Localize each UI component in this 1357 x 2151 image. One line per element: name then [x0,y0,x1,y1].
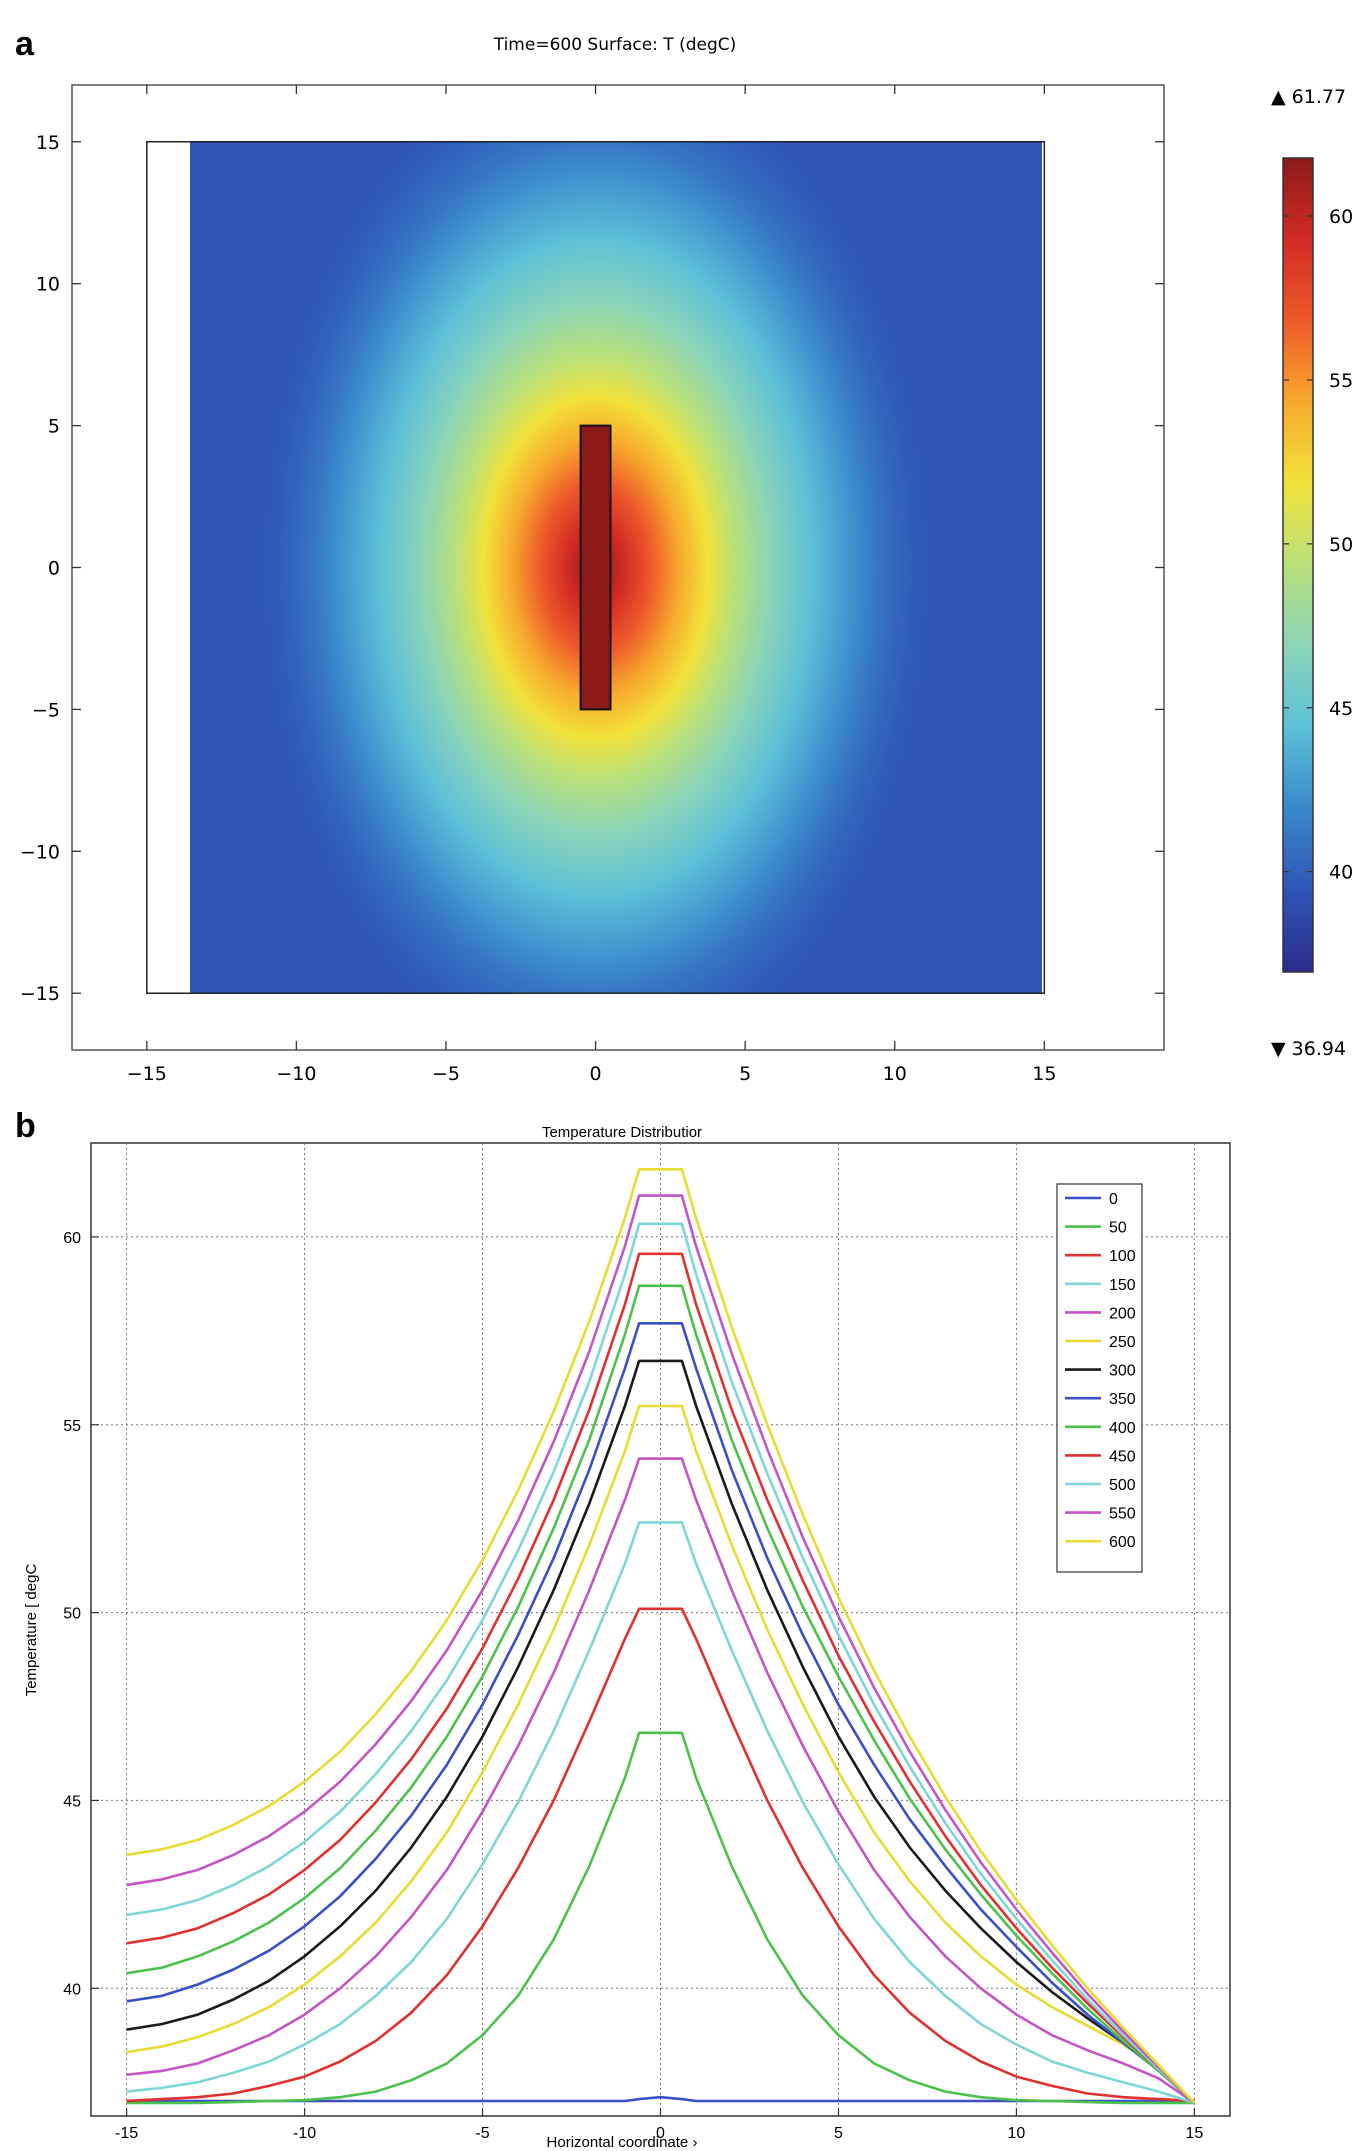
legend-label-550: 550 [1109,1506,1136,1523]
a-x-tick-label: 0 [590,1063,602,1085]
panel-b-series [126,1168,1196,2105]
legend-label-450: 450 [1109,1448,1136,1465]
colorbar-tick-label: 60 [1329,206,1353,228]
colorbar-max-label: ▲ 61.77 [1271,86,1346,108]
series-line-250 [126,1404,1196,2104]
b-x-tick-label: -5 [475,2125,489,2142]
b-x-tick-label: 5 [834,2125,843,2142]
b-x-tick-label: -15 [115,2125,138,2142]
series-line-50 [126,1731,1195,2105]
series-line-550 [126,1194,1196,2104]
series-line-0 [126,2095,1195,2103]
panel-b-legend: 0 50 100 150 200 250 300 350 400 450 500 550 600 [1056,1183,1143,1573]
panel-a-letter: a [15,25,35,63]
a-x-tick-label: −15 [127,1063,167,1085]
a-x-tick-label: −10 [276,1063,316,1085]
legend-label-100: 100 [1109,1248,1136,1265]
panel-b-y-ticks: 40 45 50 55 60 [63,1230,99,1998]
b-y-tick-label: 55 [63,1418,81,1435]
panel-b-x-ticks: -15 -10 -5 0 5 10 15 [115,2108,1203,2142]
panel-a-title: Time=600 Surface: T (degC) [493,35,737,55]
colorbar-min-label: ▼ 36.94 [1271,1038,1346,1060]
colorbar [1282,157,1314,973]
a-x-tick-label: 15 [1032,1063,1056,1085]
b-x-tick-label: 15 [1186,2125,1204,2142]
panel-a-x-ticks: −15 −10 −5 0 5 10 15 [127,85,1056,1085]
legend-label-600: 600 [1109,1534,1136,1551]
b-x-tick-label: -10 [293,2125,316,2142]
panel-a-heat-surface [190,141,1042,993]
b-x-tick-label: 0 [656,2125,665,2142]
colorbar-ticks: 60 55 50 45 40 [1283,206,1353,884]
panel-a-y-ticks: 15 10 5 0 −5 −10 −15 [20,132,1164,1005]
legend-label-150: 150 [1109,1277,1136,1294]
series-line-150 [126,1521,1195,2105]
heat-field [190,141,1042,993]
legend-box [1056,1183,1143,1573]
legend-label-500: 500 [1109,1477,1136,1494]
legend-label-250: 250 [1109,1334,1136,1351]
series-line-500 [126,1222,1196,2104]
b-x-tick-label: 10 [1008,2125,1026,2142]
a-x-tick-label: −5 [432,1063,460,1085]
colorbar-tick-label: 50 [1329,534,1353,556]
b-y-tick-label: 45 [63,1793,81,1810]
a-y-tick-label: 15 [36,132,60,154]
a-x-tick-label: 10 [883,1063,907,1085]
series-line-450 [126,1252,1196,2104]
panel-a: a Time=600 Surface: T (degC) −15 −10 −5 0 5 1… [15,25,1353,1085]
colorbar-tick-label: 40 [1329,862,1353,884]
legend-label-0: 0 [1109,1191,1118,1208]
panel-b-title: Temperature Distributior [542,1124,702,1141]
panel-b-x-axis-label: Horizontal coordinate › [547,2134,698,2151]
series-line-300 [126,1359,1196,2104]
a-y-tick-label: 10 [36,274,60,296]
panel-a-source-rect [579,424,612,711]
panel-b: b Temperature Distributior -15 -10 -5 0 5 10 1… [15,1107,1231,2151]
legend-label-350: 350 [1109,1391,1136,1408]
panel-b-letter: b [15,1107,36,1145]
colorbar-tick-label: 55 [1329,370,1353,392]
b-y-tick-label: 50 [63,1606,81,1623]
a-y-tick-label: 0 [48,558,60,580]
series-line-100 [126,1607,1195,2103]
legend-label-300: 300 [1109,1363,1136,1380]
b-y-tick-label: 40 [63,1981,81,1998]
legend-label-50: 50 [1109,1220,1127,1237]
panel-b-grid [91,1143,1230,2116]
b-y-tick-label: 60 [63,1230,81,1247]
panel-a-domain-border [146,141,1046,994]
series-line-350 [126,1322,1196,2104]
series-line-200 [126,1457,1196,2104]
a-y-tick-label: 5 [48,416,60,438]
a-x-tick-label: 5 [739,1063,751,1085]
legend-label-200: 200 [1109,1305,1136,1322]
a-y-tick-label: −5 [32,699,60,721]
panel-b-y-axis-label: Temperature [ degC [23,1564,40,1697]
a-y-tick-label: −15 [20,983,60,1005]
colorbar-tick-label: 45 [1329,698,1353,720]
a-y-tick-label: −10 [20,841,60,863]
series-line-400 [126,1284,1196,2104]
series-line-600 [126,1168,1196,2104]
legend-label-400: 400 [1109,1420,1136,1437]
